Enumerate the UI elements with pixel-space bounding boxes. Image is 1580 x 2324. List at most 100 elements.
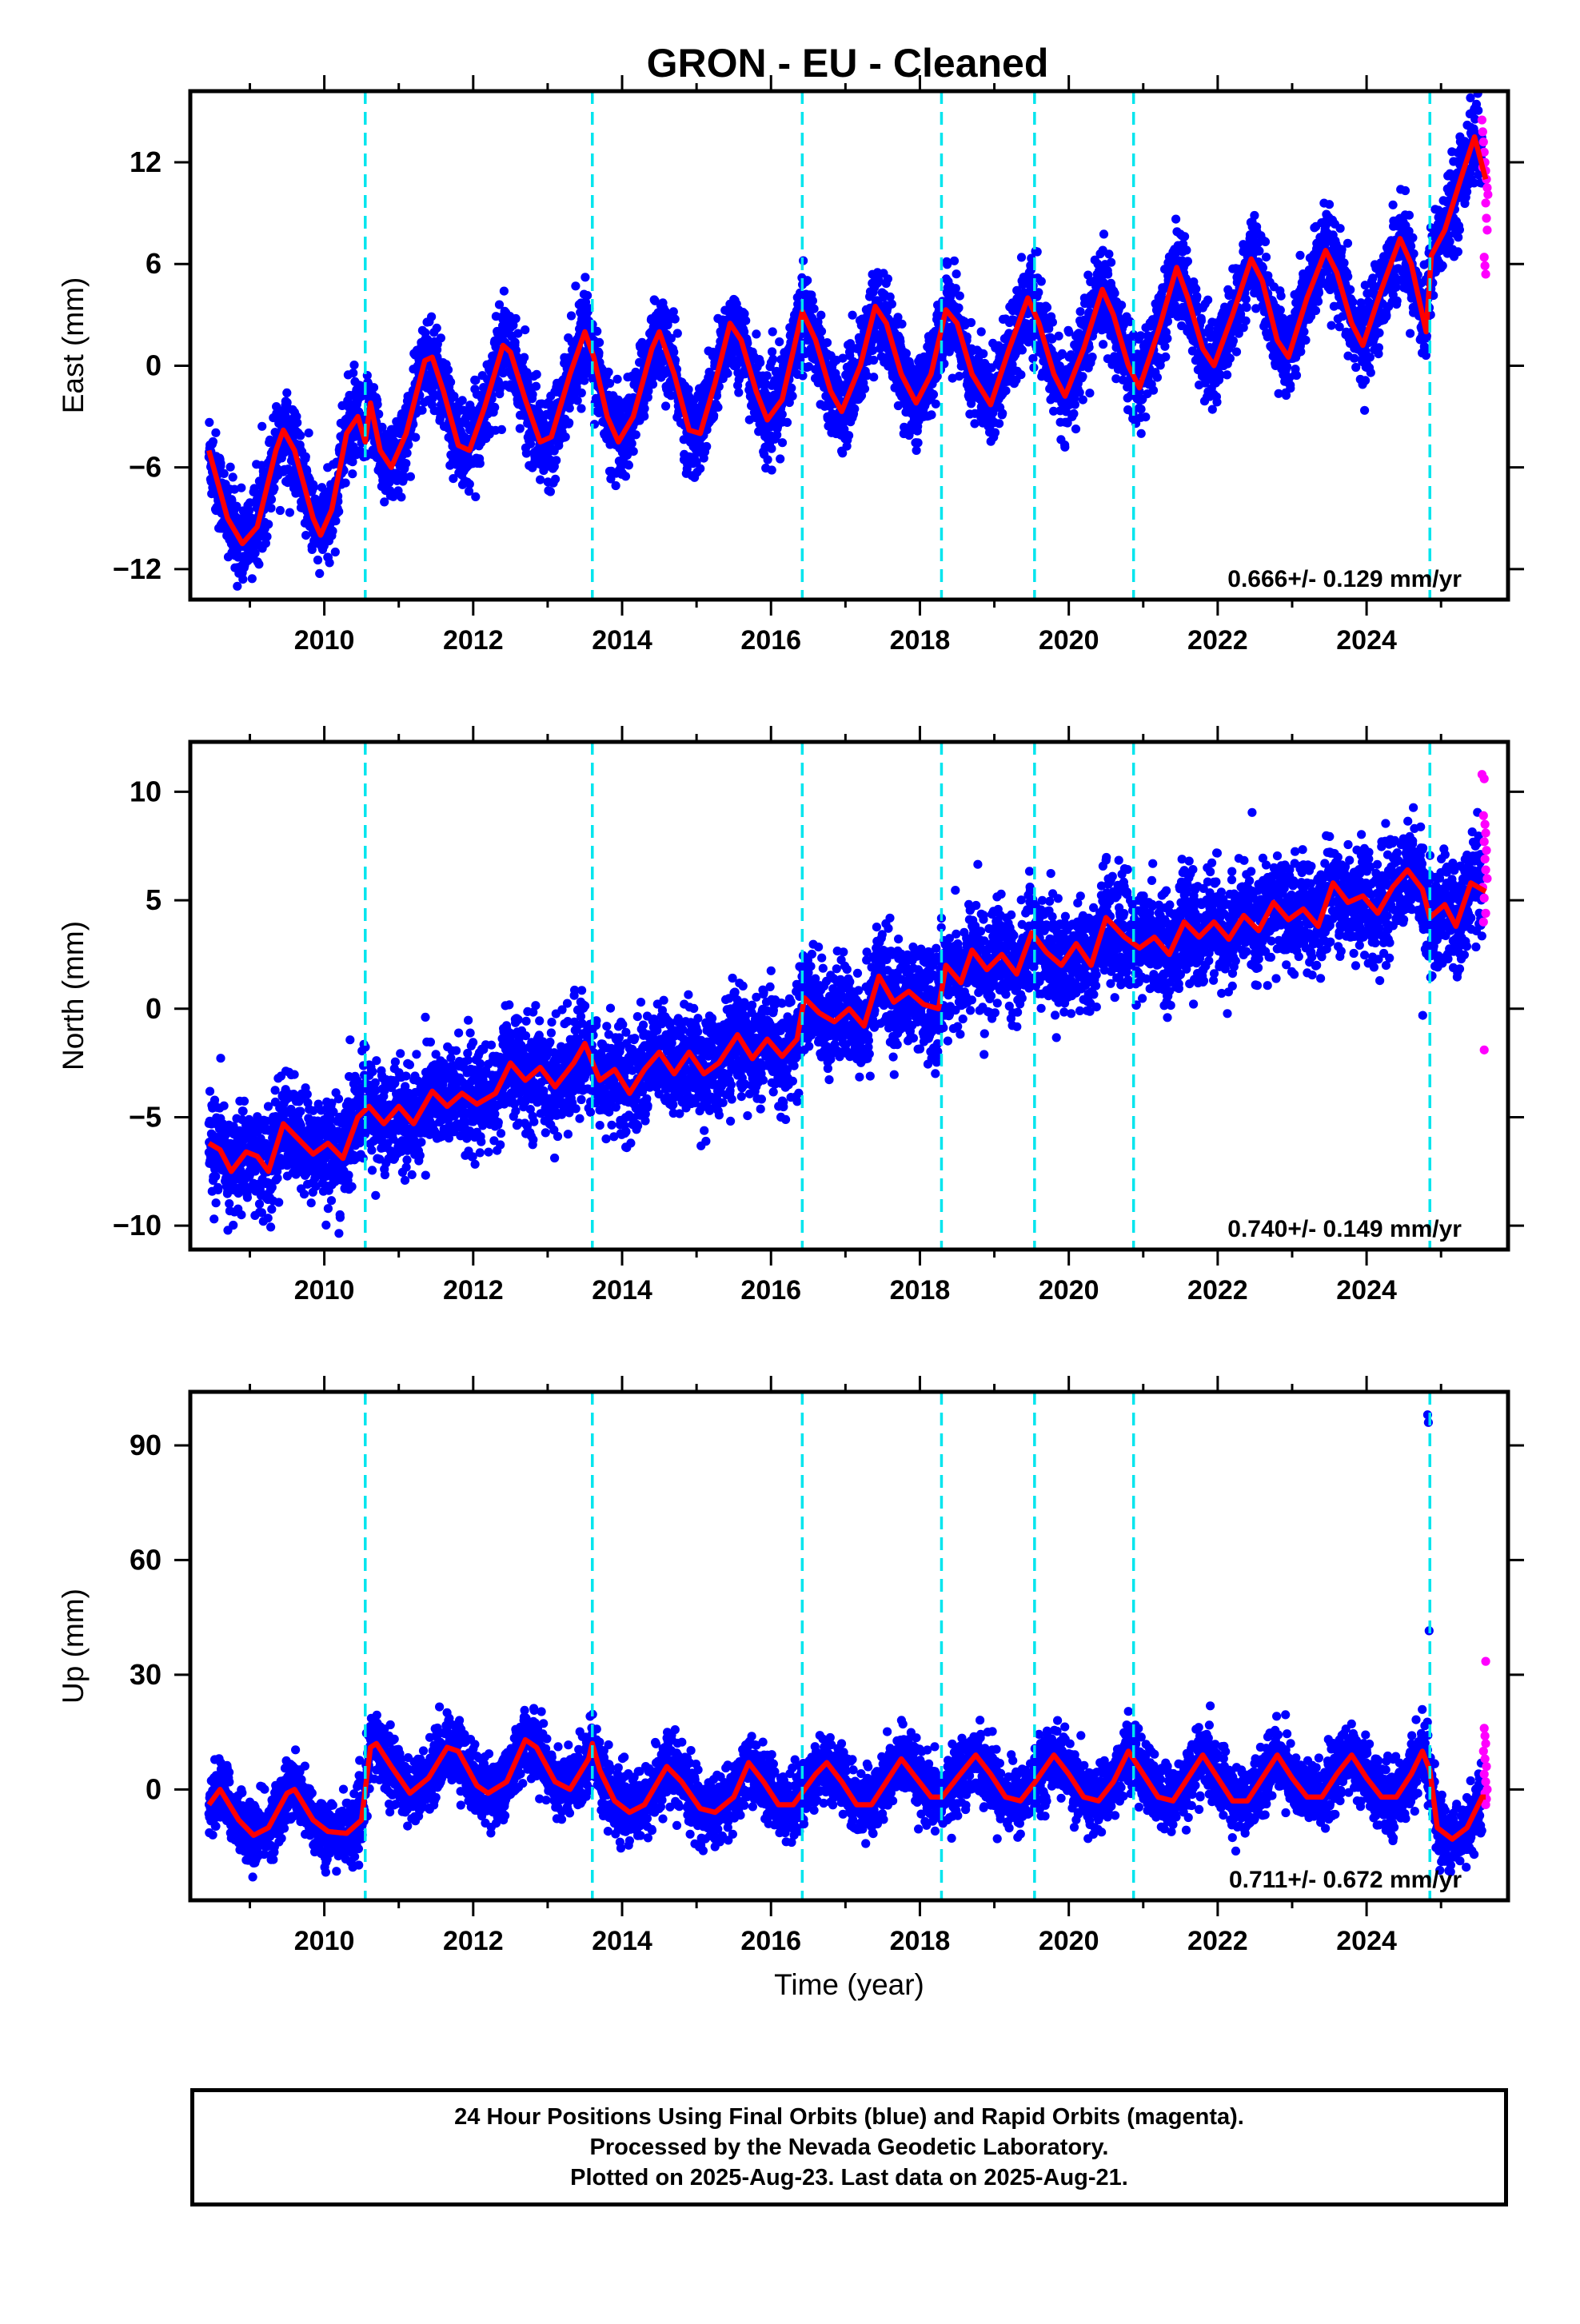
final-orbit-point bbox=[1212, 397, 1222, 407]
final-orbit-point bbox=[457, 396, 467, 405]
final-orbit-point bbox=[776, 454, 785, 464]
final-orbit-point bbox=[897, 319, 907, 329]
final-orbit-point bbox=[782, 417, 792, 428]
final-orbit-point bbox=[499, 286, 509, 296]
final-orbit-point bbox=[763, 455, 772, 464]
final-orbit-point bbox=[369, 383, 379, 393]
final-orbit-point bbox=[436, 333, 446, 343]
final-orbit-point bbox=[1104, 249, 1114, 259]
final-orbit-point bbox=[661, 401, 671, 411]
final-orbit-point bbox=[850, 404, 860, 413]
final-orbit-point bbox=[581, 273, 590, 282]
final-orbit-point bbox=[349, 361, 359, 370]
final-orbit-point bbox=[954, 303, 964, 313]
final-orbit-point bbox=[696, 464, 705, 473]
chart-title: GRON - EU - Cleaned bbox=[647, 41, 1049, 86]
final-orbit-point bbox=[427, 312, 437, 321]
final-orbit-point bbox=[380, 497, 389, 507]
final-orbit-point bbox=[887, 299, 896, 309]
final-orbit-point bbox=[1069, 409, 1079, 419]
final-orbit-point bbox=[446, 377, 456, 387]
final-orbit-point bbox=[233, 581, 242, 591]
final-orbit-point bbox=[1163, 333, 1172, 344]
final-orbit-point bbox=[573, 396, 582, 405]
final-orbit-point bbox=[528, 389, 537, 399]
final-orbit-point bbox=[309, 482, 319, 492]
final-orbit-point bbox=[669, 347, 679, 357]
final-orbit-point bbox=[402, 448, 412, 458]
final-orbit-point bbox=[976, 327, 986, 337]
final-orbit-point bbox=[1087, 353, 1097, 362]
final-orbit-point bbox=[990, 428, 1000, 437]
final-orbit-point bbox=[247, 574, 257, 584]
final-orbit-point bbox=[777, 409, 787, 419]
final-orbit-point bbox=[1070, 400, 1079, 409]
final-orbit-point bbox=[1047, 317, 1057, 327]
final-orbit-point bbox=[1016, 370, 1026, 380]
final-orbit-point bbox=[521, 325, 530, 335]
final-orbit-point bbox=[1182, 245, 1191, 255]
final-orbit-point bbox=[261, 539, 270, 548]
panel-east: 2010 2012 2014 2016 2018 2020 2022 2024−12−6061… bbox=[57, 75, 1524, 656]
final-orbit-point bbox=[232, 501, 241, 511]
final-orbit-point bbox=[577, 388, 586, 398]
final-orbit-point bbox=[330, 547, 340, 557]
final-orbit-point bbox=[927, 410, 936, 420]
final-orbit-point bbox=[1060, 442, 1070, 452]
final-orbit-point bbox=[471, 492, 481, 502]
final-orbit-point bbox=[624, 460, 634, 470]
final-orbit-point bbox=[1171, 214, 1181, 224]
final-orbit-point bbox=[565, 418, 574, 428]
final-orbit-point bbox=[313, 555, 323, 565]
final-orbit-point bbox=[254, 560, 264, 569]
final-orbit-point bbox=[844, 431, 854, 440]
final-orbit-point bbox=[264, 520, 273, 529]
final-orbit-point bbox=[341, 478, 350, 488]
final-orbit-point bbox=[331, 516, 341, 526]
final-orbit-point bbox=[979, 349, 988, 359]
final-orbit-point bbox=[808, 296, 818, 305]
final-orbit-point bbox=[1141, 413, 1151, 422]
final-orbit-point bbox=[1036, 277, 1046, 286]
final-orbit-point bbox=[349, 369, 358, 378]
final-orbit-point bbox=[949, 256, 960, 265]
final-orbit-point bbox=[1183, 257, 1192, 266]
final-orbit-point bbox=[583, 291, 592, 301]
final-orbit-point bbox=[998, 409, 1007, 418]
final-orbit-point bbox=[325, 558, 334, 568]
final-orbit-point bbox=[627, 439, 636, 448]
final-orbit-point bbox=[521, 448, 532, 458]
final-orbit-point bbox=[1136, 405, 1146, 414]
final-orbit-point bbox=[1117, 301, 1127, 310]
final-orbit-point bbox=[768, 347, 777, 357]
final-orbit-point bbox=[307, 544, 317, 555]
final-orbit-point bbox=[532, 369, 541, 379]
final-orbit-point bbox=[205, 417, 214, 428]
final-orbit-point bbox=[1001, 386, 1011, 396]
final-orbit-point bbox=[955, 291, 964, 301]
final-orbit-point bbox=[497, 425, 507, 435]
final-orbit-point bbox=[250, 548, 260, 558]
final-orbit-point bbox=[515, 424, 525, 433]
final-orbit-point bbox=[301, 531, 311, 540]
plot-area-east bbox=[204, 91, 1493, 600]
final-orbit-point bbox=[328, 526, 337, 536]
final-orbit-point bbox=[777, 438, 788, 448]
final-orbit-point bbox=[767, 444, 776, 453]
final-orbit-point bbox=[1192, 292, 1202, 301]
final-orbit-point bbox=[809, 304, 819, 313]
final-orbit-point bbox=[670, 314, 680, 324]
final-orbit-point bbox=[282, 388, 292, 397]
final-orbit-point bbox=[966, 317, 976, 328]
final-orbit-point bbox=[475, 459, 485, 468]
final-orbit-point bbox=[397, 492, 406, 502]
final-orbit-point bbox=[1152, 373, 1162, 382]
final-orbit-point bbox=[931, 399, 940, 409]
final-orbit-point bbox=[552, 456, 561, 465]
final-orbit-point bbox=[1148, 385, 1159, 395]
final-orbit-point bbox=[775, 337, 784, 347]
final-orbit-point bbox=[237, 483, 246, 492]
final-orbit-point bbox=[1103, 269, 1113, 279]
final-orbit-point bbox=[566, 311, 577, 321]
final-orbit-point bbox=[262, 532, 272, 541]
